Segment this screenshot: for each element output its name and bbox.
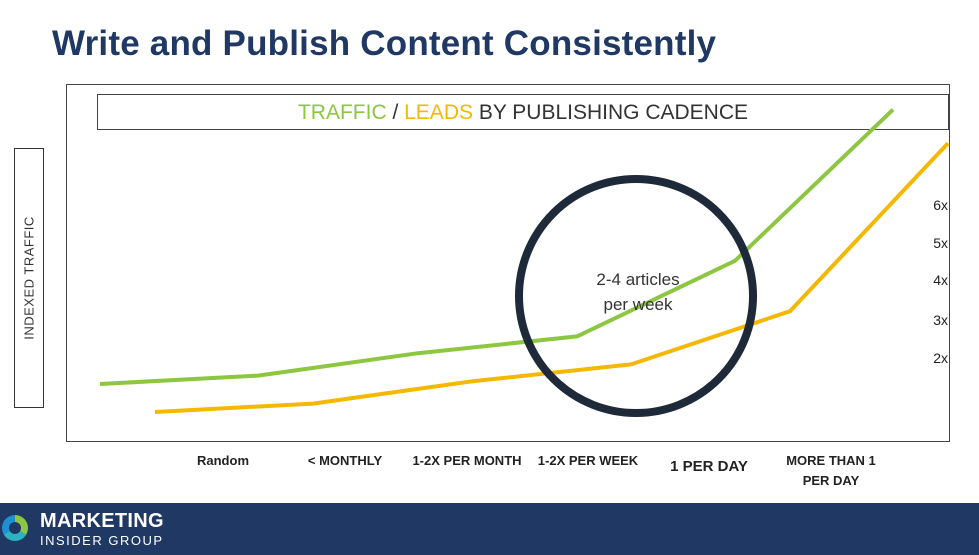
y-axis-label-box: INDEXED TRAFFIC: [14, 148, 44, 408]
chart-frame: [66, 84, 950, 442]
y-tick-label: 2x: [933, 350, 948, 366]
series-line-traffic: [99, 108, 895, 386]
brand-subtitle: INSIDER GROUP: [40, 533, 164, 548]
x-tick-label: < MONTHLY: [307, 453, 383, 468]
chart-title-rest: BY PUBLISHING CADENCE: [473, 101, 749, 124]
annotation-line-2: per week: [604, 295, 673, 314]
footer-bar: MARKETING INSIDER GROUP: [0, 503, 979, 555]
chart-title-separator: /: [386, 101, 405, 124]
y-tick-label: 3x: [933, 312, 948, 328]
x-tick-label: Random: [197, 453, 249, 468]
brand-logo-icon: [2, 515, 28, 541]
chart-title-leads: LEADS: [404, 101, 473, 124]
page-title: Write and Publish Content Consistently: [52, 24, 717, 63]
x-tick-label: MORE THAN 1 PER DAY: [786, 453, 876, 488]
highlight-circle: [515, 175, 757, 417]
y-tick-label: 6x: [933, 197, 948, 213]
chart-title: TRAFFIC / LEADS BY PUBLISHING CADENCE: [97, 94, 949, 130]
y-tick-label: 4x: [933, 272, 948, 288]
x-tick-label: 1-2X PER MONTH: [412, 453, 522, 468]
x-tick-label: 1-2X PER WEEK: [537, 453, 639, 468]
chart-title-traffic: TRAFFIC: [297, 101, 387, 124]
brand-name: MARKETING: [40, 510, 164, 532]
annotation-line-1: 2-4 articles: [596, 270, 679, 289]
x-tick-label: 1 PER DAY: [670, 458, 748, 475]
y-tick-label: 5x: [933, 235, 948, 251]
